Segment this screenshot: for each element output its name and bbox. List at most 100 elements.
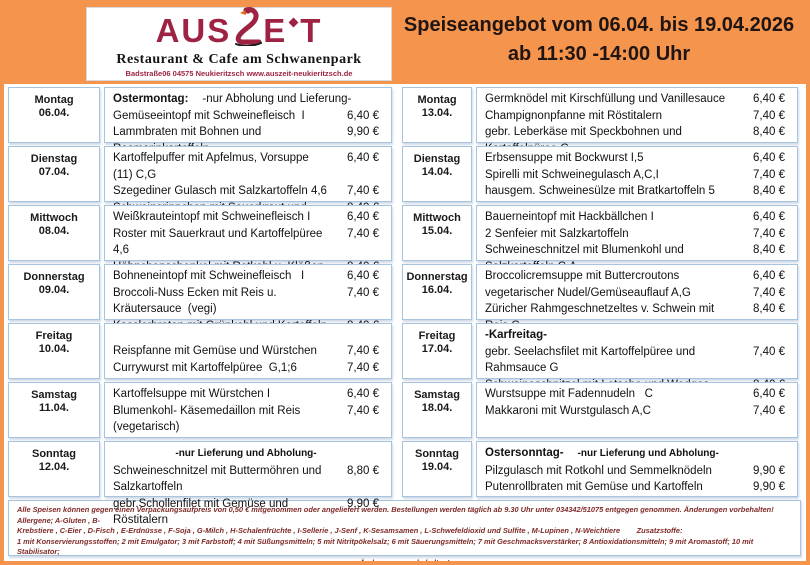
dish-price: 8,40 € — [753, 126, 785, 138]
menu-item: Makkaroni mit Wurstgulasch A,C 7,40 € — [485, 403, 785, 420]
dish-name: Schweineschnitzel mit Buttermöhren und S… — [113, 464, 325, 494]
menu-items-cell: Weißkrauteintopf mit Schweinefleisch I 6,… — [104, 205, 392, 289]
menu-item: Broccoli-Nuss Ecken mit Reis u. Kräuters… — [113, 285, 379, 318]
dish-name: gebr. Seelachsfilet mit Kartoffelpüree u… — [485, 345, 699, 375]
dish-name: Wurstsuppe mit Fadennudeln C — [485, 388, 653, 400]
day-label-cell: Montag 13.04. — [402, 87, 472, 143]
menu-item: Wurstsuppe mit Fadennudeln C 6,40 € — [485, 386, 785, 403]
special-note: Ostersonntag- -nur Lieferung und Abholung… — [485, 445, 785, 463]
day-date: 16.04. — [421, 284, 453, 296]
day-name: Donnerstag — [23, 271, 85, 283]
day-date: 08.04. — [38, 225, 70, 237]
footer-disclaimer: Alle Speisen können gegen einen Verpacku… — [8, 500, 801, 561]
day-name: Mittwoch — [413, 212, 461, 224]
menu-items-cell: Wurstsuppe mit Fadennudeln C 6,40 € Makkar… — [476, 382, 798, 438]
dish-name: Bauerneintopf mit Hackbällchen I — [485, 211, 654, 223]
logo-text-t: T — [300, 11, 323, 49]
dish-price: 7,40 € — [753, 345, 785, 358]
day-date: 07.04. — [38, 166, 70, 178]
menu-item: Blumenkohl- Käsemedaillon mit Reis (vege… — [113, 403, 379, 436]
dish-price: 9,90 € — [347, 497, 379, 510]
dish-price: 8,40 € — [753, 185, 785, 197]
menu-item: Reispfanne mit Gemüse und Würstchen 7,40 … — [113, 343, 379, 360]
dish-price: 7,40 € — [753, 109, 785, 122]
logo-wordmark: AUS E T — [155, 7, 323, 51]
dish-price: 6,40 € — [753, 388, 785, 400]
menu-item: gebr. Leberkäse mit Speckbohnen und Kart… — [485, 124, 785, 157]
day-date: 19.04. — [421, 461, 453, 473]
note-rest-text: -nur Lieferung und Abholung- — [577, 448, 719, 459]
menu-items-cell: Erbsensuppe mit Bockwurst I,5 6,40 € Spire… — [476, 146, 798, 202]
day-label-cell: Samstag 18.04. — [402, 382, 472, 438]
dish-name: Germknödel mit Kirschfüllung und Vanille… — [485, 93, 726, 105]
day-label-cell: Montag 06.04. — [8, 87, 100, 143]
menu-item: gebr. Seelachsfilet mit Kartoffelpüree u… — [485, 344, 785, 377]
dish-name: Kartoffelsuppe mit Würstchen I — [113, 388, 271, 400]
menu-item: Szegediner Gulasch mit Salzkartoffeln 4,… — [113, 183, 379, 200]
menu-item: gebr.Schollenfilet mit Gemüse und Röstit… — [113, 496, 379, 529]
logo-subtitle: Restaurant & Cafe am Schwanenpark — [116, 51, 362, 67]
day-name: Dienstag — [30, 153, 78, 165]
title-line-1: Speiseangebot vom 06.04. bis 19.04.2026 — [403, 14, 795, 36]
logo-address: Badstraße06 04575 Neukieritzsch www.ausz… — [125, 68, 353, 78]
menu-item: Weißkrauteintopf mit Schweinefleisch I 6,… — [113, 209, 379, 226]
dish-price: 6,40 € — [347, 270, 379, 282]
dish-name: hausgem. Schweinesülze mit Bratkartoffel… — [485, 185, 715, 197]
menu-items-cell: Germknödel mit Kirschfüllung und Vanille… — [476, 87, 798, 155]
day-label-cell: Freitag 10.04. — [8, 323, 100, 379]
dish-price: 6,40 € — [347, 388, 379, 400]
dish-price: 6,40 € — [753, 211, 785, 223]
day-label-cell: Mittwoch 15.04. — [402, 205, 472, 261]
menu-item: Germknödel mit Kirschfüllung und Vanille… — [485, 91, 785, 108]
dish-price: 7,40 € — [753, 404, 785, 417]
swan-icon — [232, 6, 263, 55]
menu-items-cell: Kartoffelsuppe mit Würstchen I 6,40 € Blum… — [104, 382, 392, 438]
dish-price: 7,40 € — [347, 404, 379, 417]
day-date: 11.04. — [39, 402, 69, 414]
dish-name: Reispfanne mit Gemüse und Würstchen — [113, 345, 317, 357]
day-date: 17.04. — [421, 343, 453, 355]
menu-items-cell: Bohneneintopf mit Schweinefleisch I 6,40 … — [104, 264, 392, 332]
dish-name: Broccoli-Nuss Ecken mit Reis u. Kräuters… — [113, 286, 280, 316]
note-bold-text: -Karfreitag- — [485, 329, 547, 341]
special-note: -Karfreitag- — [485, 327, 785, 344]
dish-price: 7,40 € — [347, 185, 379, 197]
day-name: Montag — [417, 94, 457, 106]
dish-name: vegetarischer Nudel/Gemüseauflauf A,G — [485, 286, 691, 299]
menu-item: Erbsensuppe mit Bockwurst I,5 6,40 € — [485, 150, 785, 167]
day-label-cell: Mittwoch 08.04. — [8, 205, 100, 261]
page-title: Speiseangebot vom 06.04. bis 19.04.2026 … — [392, 4, 806, 84]
dish-price: 7,40 € — [753, 168, 785, 181]
dish-name: Currywurst mit Kartoffelpüree G,1;6 — [113, 361, 297, 374]
dish-name: Weißkrauteintopf mit Schweinefleisch I — [113, 211, 311, 223]
note-bold-text: Ostermontag: — [113, 93, 189, 105]
day-name: Freitag — [418, 330, 456, 342]
special-note: Ostermontag: -nur Abholung und Lieferung- — [113, 91, 379, 108]
logo-text-aus: AUS — [155, 11, 232, 49]
menu-grid: Montag 06.04. Ostermontag: -nur Abholung un… — [8, 87, 802, 526]
menu-item: Kartoffelsuppe mit Würstchen I 6,40 € — [113, 386, 379, 403]
footer-line: Alle Speisen können gegen einen Verpacku… — [17, 505, 776, 525]
title-line-2: ab 11:30 -14:00 Uhr — [507, 43, 691, 65]
menu-items-cell: Reispfanne mit Gemüse und Würstchen 7,40 … — [104, 323, 392, 379]
dish-name: Spirelli mit Schweinegulasch A,C,I — [485, 168, 659, 181]
dish-name: Szegediner Gulasch mit Salzkartoffeln 4,… — [113, 185, 327, 197]
menu-item: vegetarischer Nudel/Gemüseauflauf A,G 7,4… — [485, 285, 785, 302]
footer-line: Änderungen vorbehalten! — [359, 557, 450, 565]
menu-item: Spirelli mit Schweinegulasch A,C,I 7,40 € — [485, 167, 785, 184]
menu-items-cell: -nur Lieferung und Abholung- Schweineschn… — [104, 441, 392, 526]
day-label-cell: Samstag 11.04. — [8, 382, 100, 438]
dish-name: Broccolicremsuppe mit Buttercroutons — [485, 270, 680, 282]
dish-name: Champignonpfanne mit Röstitalern — [485, 109, 663, 122]
menu-items-cell: Ostersonntag- -nur Lieferung und Abholung… — [476, 441, 798, 497]
menu-item: Roster mit Sauerkraut und Kartoffelpüree… — [113, 226, 379, 259]
dish-name: Blumenkohl- Käsemedaillon mit Reis (vege… — [113, 404, 307, 434]
note-rest-text: -nur Abholung und Lieferung- — [202, 93, 352, 105]
note-bold-text: -nur Lieferung und Abholung- — [175, 448, 317, 459]
special-note: -nur Lieferung und Abholung- — [113, 445, 379, 463]
menu-item: Bohneneintopf mit Schweinefleisch I 6,40 … — [113, 268, 379, 285]
footer-line: 1 mit Konservierungsstoffen; 2 mit Emulg… — [17, 536, 756, 557]
day-date: 12.04. — [38, 461, 70, 473]
day-name: Freitag — [35, 330, 73, 342]
dish-name: 2 Senfeier mit Salzkartoffeln — [485, 227, 629, 240]
